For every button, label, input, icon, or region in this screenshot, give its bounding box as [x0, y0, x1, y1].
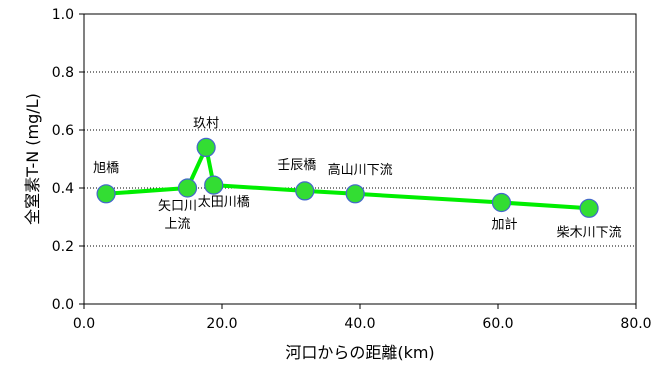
point-label: 高山川下流 — [328, 162, 393, 178]
point-label: 太田川橋 — [198, 195, 250, 210]
plot-area — [83, 13, 637, 305]
point-label-line: 矢口川 — [158, 199, 197, 214]
x-axis-title: 河口からの距離(km) — [285, 343, 434, 362]
point-label-line: 柴木川下流 — [557, 225, 622, 240]
x-tick-label: 60.0 — [482, 316, 513, 332]
point-label-line: 上流 — [164, 217, 190, 232]
y-tick-label: 0.8 — [52, 65, 74, 81]
point-label-line: 旭橋 — [93, 161, 119, 176]
data-point-marker — [579, 198, 599, 218]
point-label-line: 高山川下流 — [328, 162, 393, 178]
x-tick-label: 0.0 — [73, 316, 95, 332]
data-point-marker — [345, 184, 365, 204]
x-axis-ticks: 0.0 20.0 40.0 60.0 80.0 — [73, 304, 651, 332]
point-label: 柴木川下流 — [557, 225, 622, 240]
y-axis-title: 全窒素T-N (mg/L) — [23, 93, 42, 225]
data-point-marker — [491, 192, 512, 213]
data-point-marker — [196, 137, 216, 157]
point-label-line: 加計 — [491, 217, 517, 233]
point-label: 矢口川上流 — [158, 199, 197, 232]
y-tick-label: 0.0 — [52, 297, 74, 313]
y-tick-label: 0.6 — [52, 123, 74, 139]
point-label: 旭橋 — [93, 161, 119, 176]
x-tick-label: 40.0 — [344, 316, 375, 332]
y-tick-label: 0.2 — [52, 239, 74, 255]
point-label: 加計 — [491, 217, 517, 233]
point-label: 壬辰橋 — [277, 158, 316, 173]
y-tick-label: 1.0 — [52, 7, 74, 23]
point-label-line: 太田川橋 — [198, 195, 250, 210]
x-tick-label: 80.0 — [620, 316, 651, 332]
point-label-line: 壬辰橋 — [277, 158, 316, 173]
x-tick-label: 20.0 — [206, 316, 237, 332]
data-point-marker — [204, 175, 224, 195]
data-point-marker — [96, 184, 116, 204]
y-tick-label: 0.4 — [52, 181, 74, 197]
data-point-marker — [177, 178, 198, 198]
y-axis-ticks: 0.0 0.2 0.4 0.6 0.8 1.0 — [52, 7, 84, 313]
point-label-line: 玖村 — [193, 115, 219, 131]
data-points — [96, 137, 599, 218]
data-point-marker — [295, 181, 315, 201]
point-label: 玖村 — [193, 115, 219, 131]
